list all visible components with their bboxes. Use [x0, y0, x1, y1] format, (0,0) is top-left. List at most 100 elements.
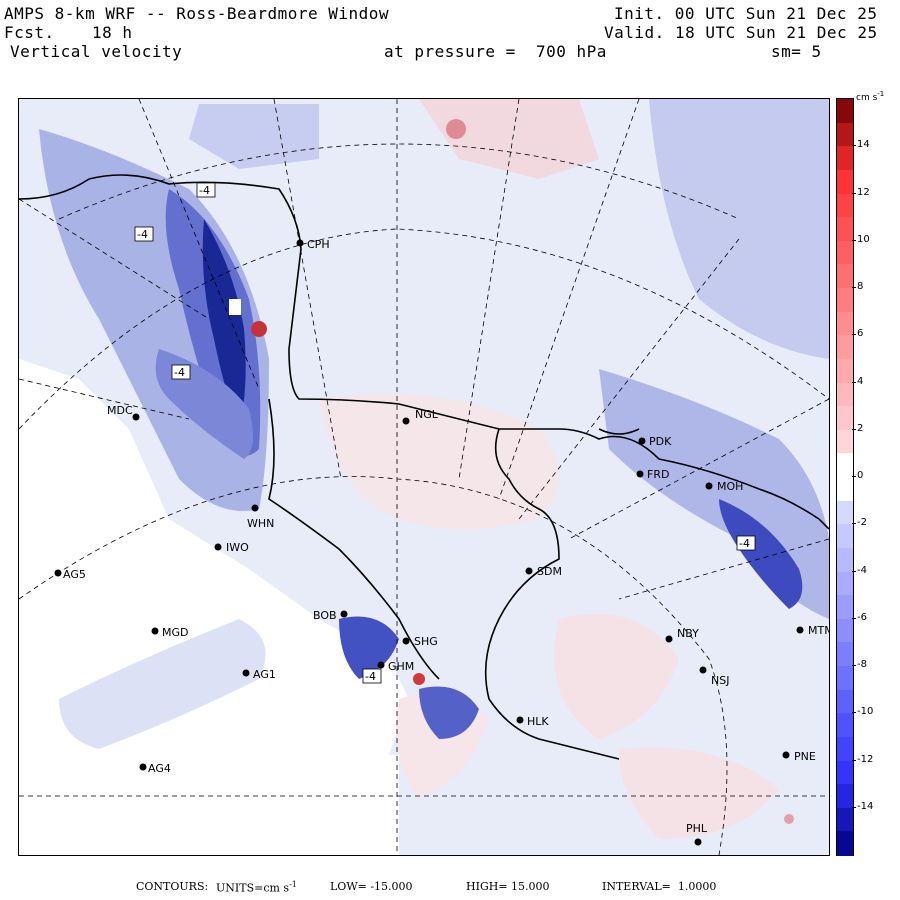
station-marker[interactable] — [139, 763, 147, 771]
colorbar-tick-mark — [852, 287, 856, 288]
colorbar-segment — [837, 524, 853, 549]
map-panel: -4 -4 -4 -4 -4 CPH MDC NGL PDK FRD MOH — [18, 98, 830, 856]
positive-core — [784, 814, 794, 824]
colorbar-tick-mark — [852, 381, 856, 383]
colorbar-segment — [837, 240, 853, 265]
colorbar-tick-mark — [852, 759, 856, 761]
station-label: WHN — [247, 517, 274, 530]
station-marker[interactable] — [54, 569, 62, 577]
station-marker[interactable] — [377, 661, 385, 669]
colorbar-segment — [837, 193, 853, 218]
model-title: AMPS 8-km WRF -- Ross-Beardmore Window — [4, 4, 390, 23]
station-label: HLK — [527, 715, 549, 728]
colorbar-segment — [837, 264, 853, 289]
station-marker[interactable] — [242, 669, 250, 677]
colorbar-units: cm s-1 — [856, 90, 884, 103]
colorbar-segment — [837, 146, 853, 171]
colorbar-segment — [837, 595, 853, 620]
colorbar-segment — [837, 335, 853, 360]
footer-units-text: UNITS=cm s — [216, 881, 290, 895]
colorbar-tick-mark — [852, 145, 856, 147]
graticule — [19, 99, 829, 855]
station-label: PHL — [686, 822, 708, 835]
contour-label: -4 — [137, 228, 148, 241]
colorbar-tick-mark — [852, 617, 856, 619]
colorbar-tick-label: 10 — [857, 233, 870, 245]
colorbar-segment — [837, 169, 853, 194]
colorbar-tick-mark — [852, 570, 856, 572]
colorbar-segment — [837, 784, 853, 809]
colorbar-tick-label: -4 — [857, 564, 867, 576]
station-marker[interactable] — [132, 413, 140, 421]
footer-low: LOW= -15.000 — [330, 880, 413, 893]
station-label: PDK — [649, 435, 672, 448]
colorbar-segment — [837, 689, 853, 714]
station-layer: CPH MDC NGL PDK FRD MOH WHN IWO AG5 SDM … — [54, 238, 829, 846]
station-marker[interactable] — [296, 239, 304, 247]
colorbar-segment — [837, 429, 853, 454]
station-marker[interactable] — [402, 637, 410, 645]
footer-units: UNITS=cm s-1 — [216, 880, 297, 895]
colorbar-tick-label: 6 — [857, 328, 864, 340]
contour-label: -4 — [739, 537, 750, 550]
colorbar-tick-mark — [852, 476, 856, 477]
footer-units-exp: -1 — [289, 880, 297, 889]
station-marker[interactable] — [694, 838, 702, 846]
positive-patch — [319, 393, 559, 529]
colorbar-tick-mark — [852, 712, 856, 714]
station-label: NGL — [415, 408, 439, 421]
map-canvas: -4 -4 -4 -4 -4 CPH MDC NGL PDK FRD MOH — [19, 99, 829, 855]
station-marker[interactable] — [402, 417, 410, 425]
station-label: AG5 — [63, 568, 86, 581]
station-label: PNE — [794, 750, 816, 763]
station-marker[interactable] — [665, 635, 673, 643]
positive-core — [446, 119, 466, 139]
station-marker[interactable] — [782, 751, 790, 759]
station-marker[interactable] — [699, 666, 707, 674]
station-label: SDM — [537, 565, 562, 578]
colorbar-segment — [837, 99, 853, 124]
station-marker[interactable] — [636, 470, 644, 478]
colorbar-segment — [837, 477, 853, 502]
colorbar-tick-label: -10 — [857, 706, 874, 718]
forecast-label: Fcst. — [4, 23, 55, 42]
station-marker[interactable] — [516, 716, 524, 724]
footer-interval: INTERVAL= 1.0000 — [602, 880, 717, 893]
colorbar-segment — [837, 406, 853, 431]
contour-label: -4 — [199, 184, 210, 197]
colorbar-tick-label: 2 — [857, 422, 864, 434]
negative-core — [419, 686, 479, 739]
colorbar-tick-label: -14 — [857, 800, 874, 812]
station-marker[interactable] — [705, 482, 713, 490]
station-label: GHM — [388, 660, 414, 673]
station-label: MDC — [107, 404, 133, 417]
station-marker[interactable] — [340, 610, 348, 618]
positive-patch — [619, 747, 779, 839]
no-data-region-lower — [19, 755, 399, 855]
station-label: AG4 — [148, 762, 171, 775]
positive-patch — [419, 99, 599, 179]
station-marker[interactable] — [525, 567, 533, 575]
positive-core — [413, 673, 425, 685]
negative-region — [59, 619, 266, 749]
station-marker[interactable] — [151, 627, 159, 635]
colorbar-tick-mark — [852, 428, 856, 430]
colorbar-tick-label: -6 — [857, 611, 867, 623]
station-marker[interactable] — [214, 543, 222, 551]
colorbar-segment — [837, 807, 853, 832]
station-marker[interactable] — [638, 437, 646, 445]
contour-label: -4 — [174, 366, 185, 379]
colorbar-tick-mark — [852, 192, 856, 194]
station-marker[interactable] — [796, 626, 804, 634]
colorbar-segment — [837, 666, 853, 691]
colorbar-tick-label: 0 — [857, 470, 864, 481]
station-label: CPH — [307, 238, 330, 251]
station-label: AG1 — [253, 668, 276, 681]
colorbar-tick-label: 12 — [857, 186, 870, 198]
colorbar-units-text: cm s — [856, 93, 878, 103]
station-label: MOH — [717, 480, 743, 493]
positive-core — [251, 321, 267, 337]
station-marker[interactable] — [251, 504, 259, 512]
colorbar-tick-mark — [852, 334, 856, 336]
smoothing: sm= 5 — [771, 42, 822, 61]
